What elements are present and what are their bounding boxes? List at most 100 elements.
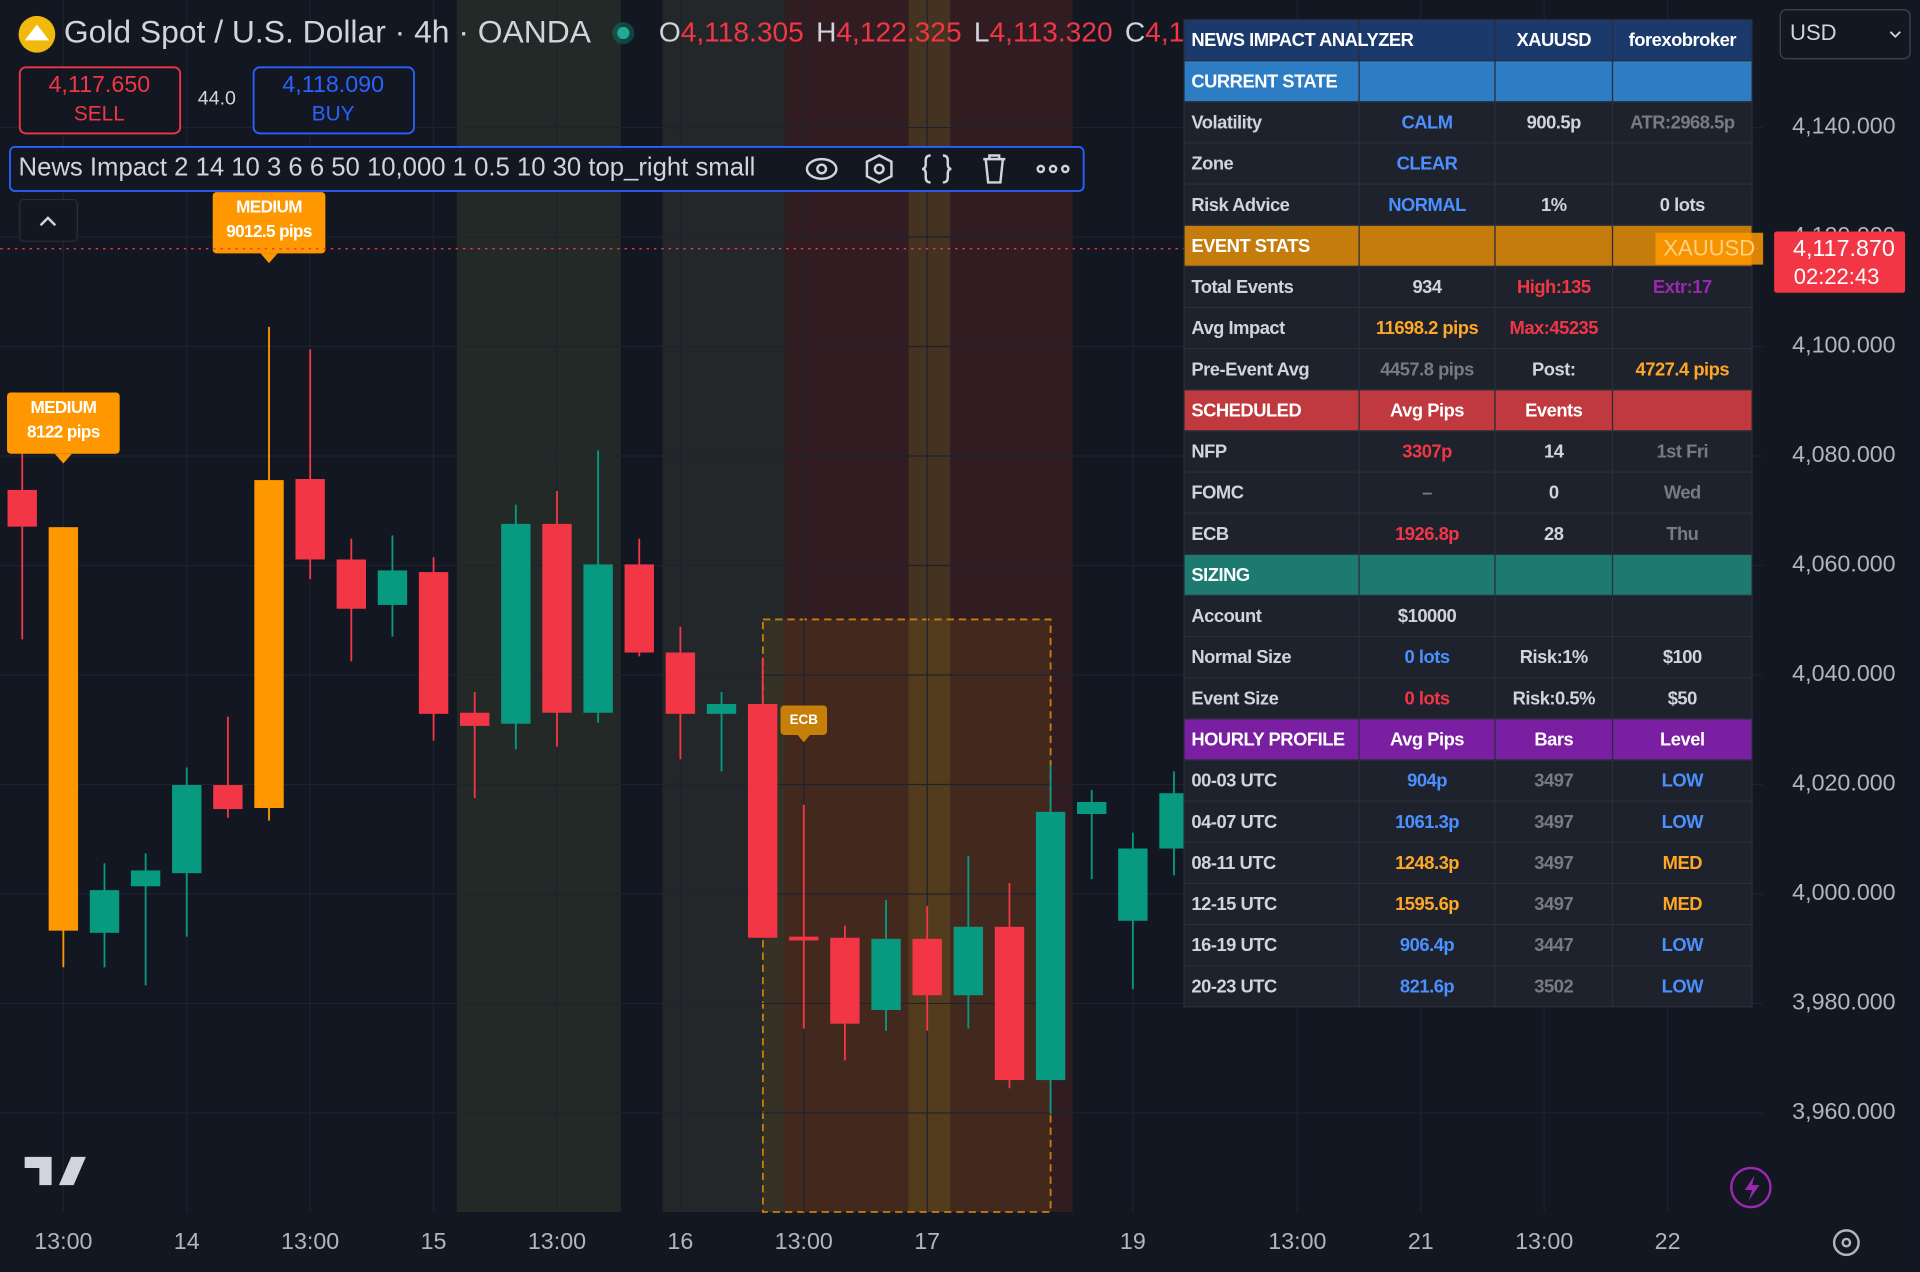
table-text: forexobroker [1629,29,1737,50]
table-cell [1494,348,1614,391]
table-text: Normal Size [1191,646,1291,667]
y-tick-label: 4,020.000 [1792,770,1896,796]
table-cell [1183,101,1360,144]
price-tag-countdown: 02:22:43 [1794,264,1880,289]
table-cell [1358,142,1496,185]
table-text: MED [1663,893,1703,914]
table-cell [1611,183,1753,226]
table-cell [1611,142,1753,185]
x-tick-label: 16 [667,1228,693,1254]
table-cell [1611,348,1753,391]
table-cell [1494,553,1614,597]
currency-select[interactable] [1779,9,1911,60]
candle-body [1077,801,1107,815]
table-text: 0 [1549,482,1559,503]
table-text: $10000 [1398,605,1457,626]
x-tick-label: 13:00 [34,1228,92,1254]
event-label-pointer [54,453,72,464]
table-text: 906.4p [1400,934,1454,955]
table-cell [1611,677,1753,720]
sell-button[interactable] [18,66,182,135]
table-cell [1183,759,1360,802]
x-tick-label: 13:00 [281,1228,339,1254]
table-cell [1358,306,1496,350]
table-text: 904p [1407,770,1447,791]
buy-price: 4,118.090 [282,71,384,97]
symbol-label: XAUUSD [1663,236,1755,261]
more-icon [1061,164,1070,174]
ohlc-key: L [974,17,990,48]
axis-settings[interactable] [1832,1229,1860,1257]
candle-body [7,489,37,527]
indicator-bar[interactable] [9,145,1085,192]
table-cell [1494,965,1614,1008]
candle-body [1035,811,1066,1081]
table-text: 11698.2 pips [1376,317,1479,338]
x-tick-label: 14 [174,1228,200,1254]
table-text: 4457.8 pips [1380,358,1474,379]
table-text: Total Events [1191,276,1293,297]
table-cell [1611,882,1753,926]
collapse-button[interactable] [19,198,78,242]
more-icon[interactable] [1036,164,1046,174]
lightning-button[interactable] [1730,1166,1772,1209]
candle-body [254,480,284,809]
table-cell [1183,348,1360,391]
settings-icon[interactable] [865,154,893,184]
table-text: LOW [1662,934,1705,955]
source-icon[interactable] [921,154,952,184]
table-cell [1611,553,1753,597]
table-cell [1494,101,1614,144]
table-cell [1494,594,1614,638]
table-text: 4727.4 pips [1636,358,1730,379]
delete-icon[interactable] [983,154,1006,184]
table-text: Event Size [1191,687,1278,708]
table-text: Pre-Event Avg [1191,358,1309,379]
spread: 44.0 [198,87,236,109]
price-tag [1774,231,1906,293]
table-text: HOURLY PROFILE [1191,729,1345,750]
table-text: 934 [1412,276,1442,297]
table-cell [1358,471,1496,514]
stats-table: NEWS IMPACT ANALYZER XAUUSD forexobroker CU… [1183,18,1753,1008]
table-cell [1494,60,1614,103]
table-cell [1494,18,1614,62]
ohlc-key: C [1125,17,1145,48]
candle-body [747,703,778,938]
candle-body [624,564,654,653]
table-cell [1183,389,1360,432]
table-cell [1358,512,1496,555]
table-text: Post: [1532,358,1575,379]
table-text: $50 [1668,687,1697,708]
table-text: 900.5p [1527,111,1581,132]
table-cell [1611,101,1753,144]
indicator-label: News Impact 2 14 10 3 6 6 50 10,000 1 0.… [19,154,756,182]
table-cell [1183,142,1360,185]
eye-icon[interactable] [805,157,838,180]
table-text: 20-23 UTC [1191,975,1277,996]
table-text: EVENT STATS [1191,235,1310,256]
table-text: 1061.3p [1395,811,1459,832]
table-text: 3497 [1534,852,1573,873]
table-text: 821.6p [1400,975,1454,996]
table-cell [1358,677,1496,720]
y-tick-label: 3,980.000 [1792,989,1896,1015]
table-text: Wed [1664,482,1701,503]
chart-title: Gold Spot / U.S. Dollar · 4h · OANDA [64,14,592,50]
event-tag-pointer [797,734,810,743]
table-cell [1611,265,1753,309]
table-text: Account [1191,605,1261,626]
event-label-pointer [260,253,278,264]
table-text: 3447 [1534,934,1573,955]
currency-label: USD [1790,20,1836,45]
y-tick-label: 3,960.000 [1792,1098,1896,1124]
buy-button[interactable] [252,66,415,135]
candle-body [418,572,449,714]
table-text: Risk Advice [1191,194,1289,215]
table-cell [1183,594,1360,638]
table-text: 1595.6p [1395,893,1459,914]
table-text: XAUUSD [1516,29,1591,50]
table-text: LOW [1662,811,1705,832]
table-cell [1183,718,1360,761]
table-text: Risk:1% [1520,646,1588,667]
